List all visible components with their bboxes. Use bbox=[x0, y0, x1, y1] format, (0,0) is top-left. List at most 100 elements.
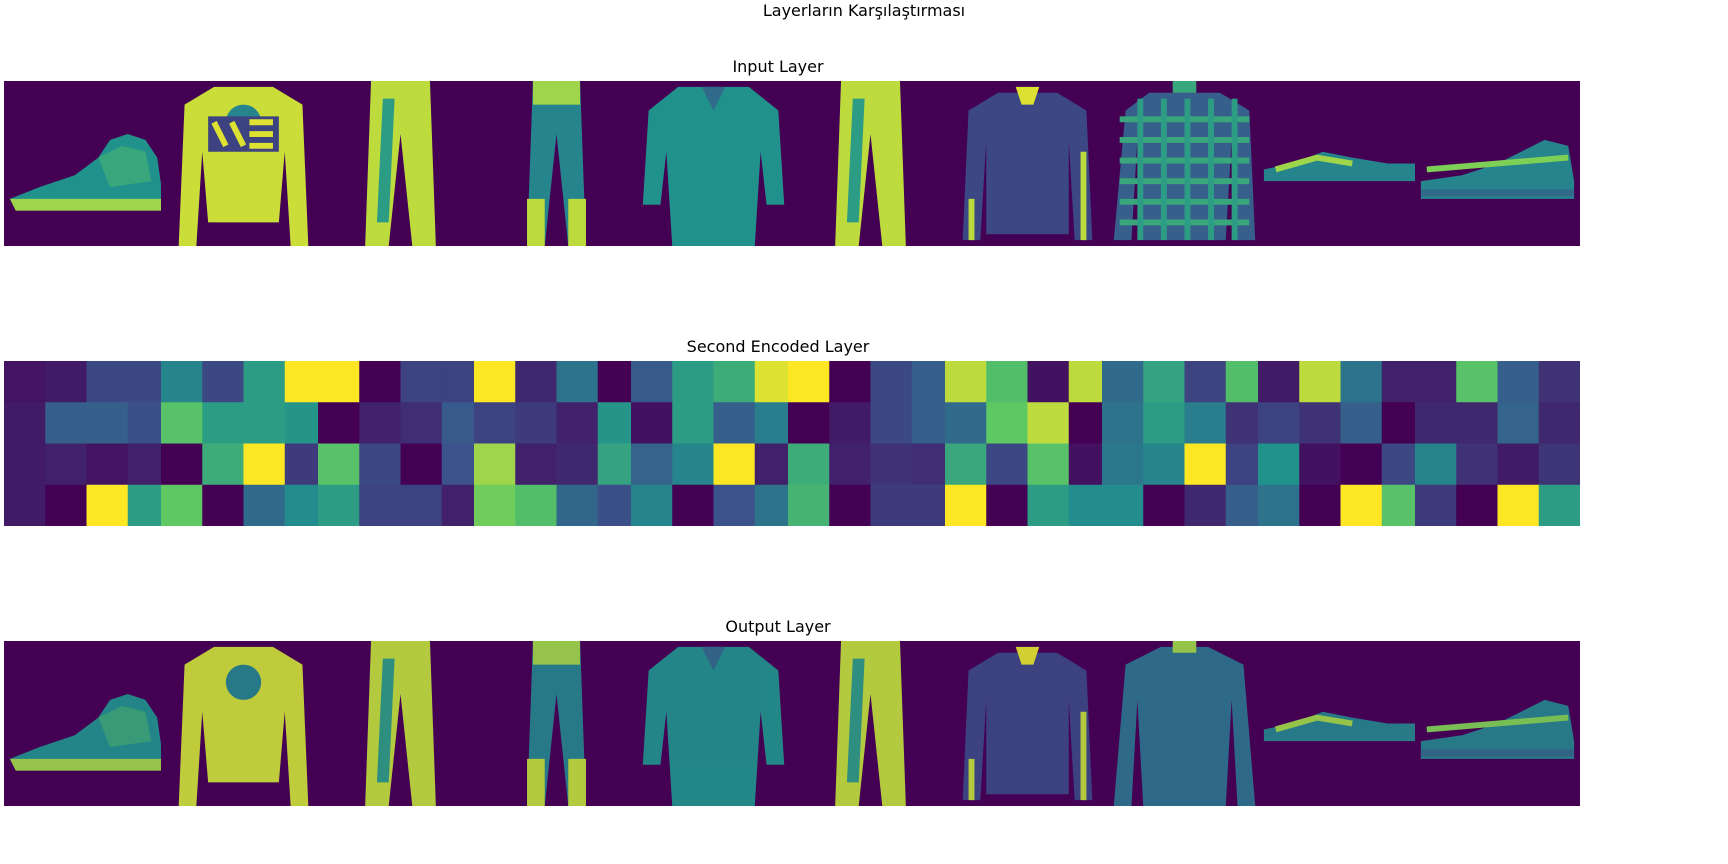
encoded-cell bbox=[1456, 361, 1498, 403]
encoded-cell bbox=[1027, 361, 1070, 403]
encoded-cell bbox=[86, 402, 129, 444]
output-panel-1 bbox=[4, 641, 169, 806]
encoded-image-6 bbox=[788, 361, 953, 526]
encoded-cell bbox=[515, 361, 557, 403]
encoded-cell bbox=[474, 402, 516, 444]
encoded-cell bbox=[4, 443, 46, 486]
encoded-cell bbox=[870, 443, 913, 486]
input-panel-6 bbox=[788, 81, 953, 246]
encoded-cell bbox=[1538, 361, 1580, 403]
output-image-5 bbox=[631, 641, 796, 806]
input-image-9 bbox=[1258, 81, 1423, 246]
encoded-cell bbox=[1299, 484, 1341, 526]
output-panel-5 bbox=[631, 641, 796, 806]
input-image-7 bbox=[945, 81, 1110, 246]
encoded-cell bbox=[1102, 484, 1144, 526]
encoded-cell bbox=[202, 361, 244, 403]
encoded-image-9 bbox=[1258, 361, 1423, 526]
encoded-cell bbox=[400, 443, 443, 486]
encoded-cell bbox=[631, 484, 673, 526]
input-image-3 bbox=[318, 81, 483, 246]
input-image-4 bbox=[474, 81, 639, 246]
encoded-cell bbox=[829, 402, 871, 444]
encoded-cell bbox=[986, 484, 1028, 526]
encoded-cell bbox=[1258, 484, 1300, 526]
encoded-cell bbox=[1538, 402, 1580, 444]
encoded-cell bbox=[672, 361, 714, 403]
encoded-cell bbox=[359, 484, 401, 526]
encoded-cell bbox=[45, 361, 87, 403]
input-panel-8 bbox=[1102, 81, 1267, 246]
encoded-cell bbox=[556, 402, 599, 444]
encoded-cell bbox=[1258, 402, 1300, 444]
encoded-cell bbox=[788, 484, 830, 526]
encoded-cell bbox=[1184, 443, 1227, 486]
encoded-cell bbox=[945, 402, 987, 444]
encoded-cell bbox=[4, 402, 46, 444]
encoded-cell bbox=[870, 361, 913, 403]
encoded-cell bbox=[713, 484, 756, 526]
encoded-cell bbox=[359, 402, 401, 444]
input-panel-10 bbox=[1415, 81, 1580, 246]
encoded-cell bbox=[1184, 402, 1227, 444]
encoded-cell bbox=[713, 402, 756, 444]
encoded-panel-3 bbox=[318, 361, 483, 526]
encoded-cell bbox=[86, 484, 129, 526]
encoded-cell bbox=[1299, 361, 1341, 403]
encoded-cell bbox=[1258, 361, 1300, 403]
encoded-cell bbox=[161, 484, 203, 526]
output-image-10 bbox=[1415, 641, 1580, 806]
encoded-cell bbox=[86, 361, 129, 403]
output-panel-7 bbox=[945, 641, 1110, 806]
encoded-cell bbox=[1538, 443, 1580, 486]
encoded-cell bbox=[870, 402, 913, 444]
input-panel-2 bbox=[161, 81, 326, 246]
output-image-4 bbox=[474, 641, 639, 806]
input-image-6 bbox=[788, 81, 953, 246]
encoded-cell bbox=[788, 443, 830, 486]
encoded-cell bbox=[1415, 361, 1457, 403]
encoded-cell bbox=[1184, 361, 1227, 403]
encoded-image-10 bbox=[1415, 361, 1580, 526]
input-image-5 bbox=[631, 81, 796, 246]
output-image-7 bbox=[945, 641, 1110, 806]
encoded-cell bbox=[1340, 361, 1383, 403]
encoded-cell bbox=[515, 484, 557, 526]
encoded-cell bbox=[359, 361, 401, 403]
encoded-cell bbox=[1143, 443, 1185, 486]
encoded-cell bbox=[945, 484, 987, 526]
encoded-cell bbox=[829, 443, 871, 486]
encoded-cell bbox=[1027, 402, 1070, 444]
encoded-cell bbox=[45, 484, 87, 526]
output-panel-2 bbox=[161, 641, 326, 806]
encoded-panel-2 bbox=[161, 361, 326, 526]
encoded-image-1 bbox=[4, 361, 169, 526]
encoded-cell bbox=[359, 443, 401, 486]
input-panel-1 bbox=[4, 81, 169, 246]
encoded-cell bbox=[4, 484, 46, 526]
output-image-3 bbox=[318, 641, 483, 806]
encoded-image-3 bbox=[318, 361, 483, 526]
encoded-cell bbox=[4, 361, 46, 403]
encoded-cell bbox=[829, 361, 871, 403]
encoded-cell bbox=[86, 443, 129, 486]
encoded-cell bbox=[1497, 484, 1540, 526]
encoded-cell bbox=[1143, 402, 1185, 444]
encoded-cell bbox=[1027, 484, 1070, 526]
encoded-cell bbox=[1340, 443, 1383, 486]
input-panel-3 bbox=[318, 81, 483, 246]
encoded-cell bbox=[829, 484, 871, 526]
encoded-cell bbox=[1456, 484, 1498, 526]
encoded-cell bbox=[161, 402, 203, 444]
encoded-cell bbox=[556, 443, 599, 486]
input-panel-7 bbox=[945, 81, 1110, 246]
output-image-9 bbox=[1258, 641, 1423, 806]
encoded-cell bbox=[1027, 443, 1070, 486]
encoded-cell bbox=[318, 402, 360, 444]
output-panel-9 bbox=[1258, 641, 1423, 806]
encoded-cell bbox=[202, 402, 244, 444]
encoded-cell bbox=[202, 443, 244, 486]
encoded-cell bbox=[474, 484, 516, 526]
encoded-panel-5 bbox=[631, 361, 796, 526]
encoded-cell bbox=[243, 443, 286, 486]
